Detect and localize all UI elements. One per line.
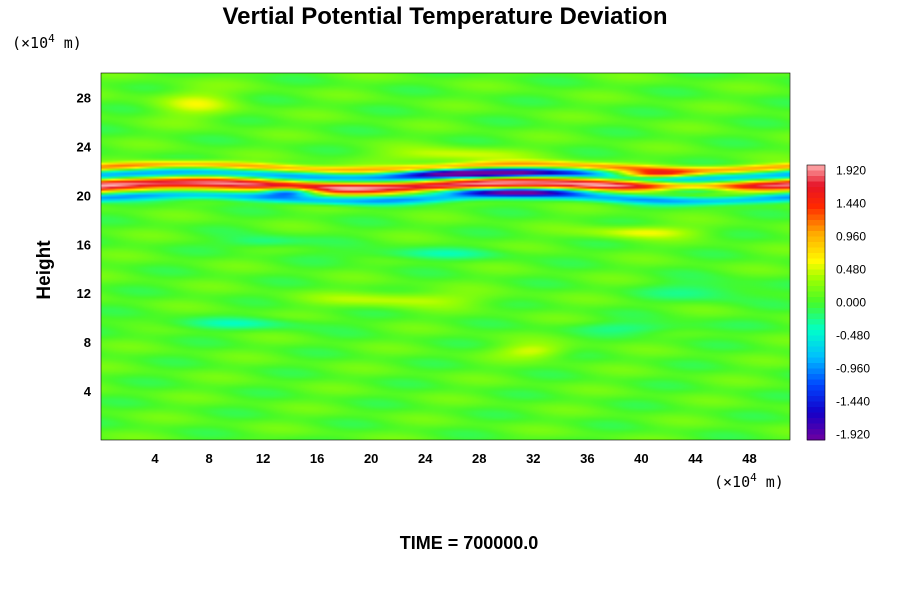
colorbar-tick-label: -1.920 xyxy=(836,428,870,442)
colorbar-segment xyxy=(807,434,825,441)
y-tick-label: 20 xyxy=(77,188,91,203)
colorbar-segment xyxy=(807,236,825,243)
x-tick-label: 40 xyxy=(634,451,648,466)
colorbar-tick-label: 0.000 xyxy=(836,296,866,310)
colorbar-segment xyxy=(807,242,825,248)
colorbar-segment xyxy=(807,368,825,375)
colorbar-segment xyxy=(807,203,825,210)
time-label: TIME = 700000.0 xyxy=(400,533,539,553)
colorbar-segment xyxy=(807,330,825,336)
colorbar-segment xyxy=(807,187,825,193)
x-tick-label: 12 xyxy=(256,451,270,466)
colorbar-segment xyxy=(807,407,825,413)
colorbar-segment xyxy=(807,352,825,358)
colorbar-segment xyxy=(807,264,825,270)
colorbar-segment xyxy=(807,396,825,402)
x-tick-label: 16 xyxy=(310,451,324,466)
colorbar-segment xyxy=(807,324,825,331)
colorbar-segment xyxy=(807,253,825,259)
colorbar-segment xyxy=(807,198,825,204)
colorbar-segment xyxy=(807,363,825,369)
x-tick-label: 4 xyxy=(151,451,159,466)
x-tick-label: 28 xyxy=(472,451,486,466)
colorbar-segment xyxy=(807,412,825,419)
colorbar-segment xyxy=(807,247,825,254)
colorbar-segment xyxy=(807,429,825,435)
colorbar-segment xyxy=(807,357,825,364)
y-tick-label: 28 xyxy=(77,90,91,105)
x-tick-label: 36 xyxy=(580,451,594,466)
colorbar-segment xyxy=(807,374,825,380)
colorbar-segment xyxy=(807,379,825,386)
x-tick-label: 48 xyxy=(742,451,756,466)
y-tick-label: 16 xyxy=(77,237,91,252)
x-tick-label: 44 xyxy=(688,451,703,466)
x-tick-label: 8 xyxy=(205,451,212,466)
heatmap-field xyxy=(101,73,790,440)
colorbar-segment xyxy=(807,313,825,320)
colorbar-segment xyxy=(807,423,825,430)
colorbar-segment xyxy=(807,390,825,397)
colorbar-frame xyxy=(806,164,826,441)
colorbar-segment xyxy=(807,308,825,314)
x-axis-ticks: 4 8 12 16 20 24 28 32 36 40 44 48 xyxy=(151,451,756,466)
colorbar-tick-label: 1.920 xyxy=(836,164,866,178)
colorbar-segment xyxy=(807,269,825,276)
colorbar-segment xyxy=(807,280,825,287)
colorbar-segment xyxy=(807,291,825,298)
colorbar-tick-label: 0.480 xyxy=(836,263,866,277)
colorbar-segment xyxy=(807,181,825,188)
colorbar-segment xyxy=(807,346,825,353)
colorbar-segment xyxy=(807,214,825,221)
colorbar-segment xyxy=(807,176,825,182)
x-unit-exponent: 4 xyxy=(750,471,757,484)
x-axis-unit: (×104 m) xyxy=(714,471,784,491)
colorbar-segment xyxy=(807,319,825,325)
colorbar-ticks: 1.920 1.440 0.960 0.480 0.000 -0.480 -0.960 -1.… xyxy=(836,164,870,442)
colorbar-segment xyxy=(807,297,825,303)
colorbar-segment xyxy=(807,418,825,424)
colorbar-segment xyxy=(807,225,825,232)
colorbar-segment xyxy=(807,165,825,171)
colorbar-segment xyxy=(807,170,825,177)
colorbar-segment xyxy=(807,341,825,347)
colorbar xyxy=(806,164,826,441)
colorbar-segment xyxy=(807,231,825,237)
x-tick-label: 24 xyxy=(418,451,433,466)
y-tick-label: 4 xyxy=(84,384,92,399)
colorbar-segment xyxy=(807,192,825,199)
x-unit-suffix: m) xyxy=(757,473,784,491)
colorbar-tick-label: -0.480 xyxy=(836,329,870,343)
y-axis-ticks: 4 8 12 16 20 24 28 xyxy=(77,90,92,399)
y-unit-prefix: (×10 xyxy=(12,34,48,52)
colorbar-segment xyxy=(807,258,825,265)
colorbar-segment xyxy=(807,401,825,408)
y-tick-label: 12 xyxy=(77,286,91,301)
colorbar-tick-label: 0.960 xyxy=(836,230,866,244)
colorbar-tick-label: -1.440 xyxy=(836,395,870,409)
chart-title: Vertial Potential Temperature Deviation xyxy=(222,3,667,30)
y-tick-label: 8 xyxy=(84,335,91,350)
colorbar-segment xyxy=(807,385,825,391)
x-tick-label: 32 xyxy=(526,451,540,466)
x-unit-prefix: (×10 xyxy=(714,473,750,491)
colorbar-segment xyxy=(807,302,825,309)
colorbar-segment xyxy=(807,275,825,281)
colorbar-segment xyxy=(807,209,825,215)
y-tick-label: 24 xyxy=(77,139,92,154)
y-unit-exponent: 4 xyxy=(48,32,55,45)
colorbar-segment xyxy=(807,335,825,342)
plot-frame xyxy=(100,72,791,441)
colorbar-segment xyxy=(807,220,825,226)
y-axis-unit: (×104 m) xyxy=(12,32,82,52)
colorbar-segment xyxy=(807,286,825,292)
colorbar-tick-label: 1.440 xyxy=(836,197,866,211)
x-tick-label: 20 xyxy=(364,451,378,466)
y-unit-suffix: m) xyxy=(55,34,82,52)
colorbar-tick-label: -0.960 xyxy=(836,362,870,376)
y-axis-label: Height xyxy=(34,240,55,300)
